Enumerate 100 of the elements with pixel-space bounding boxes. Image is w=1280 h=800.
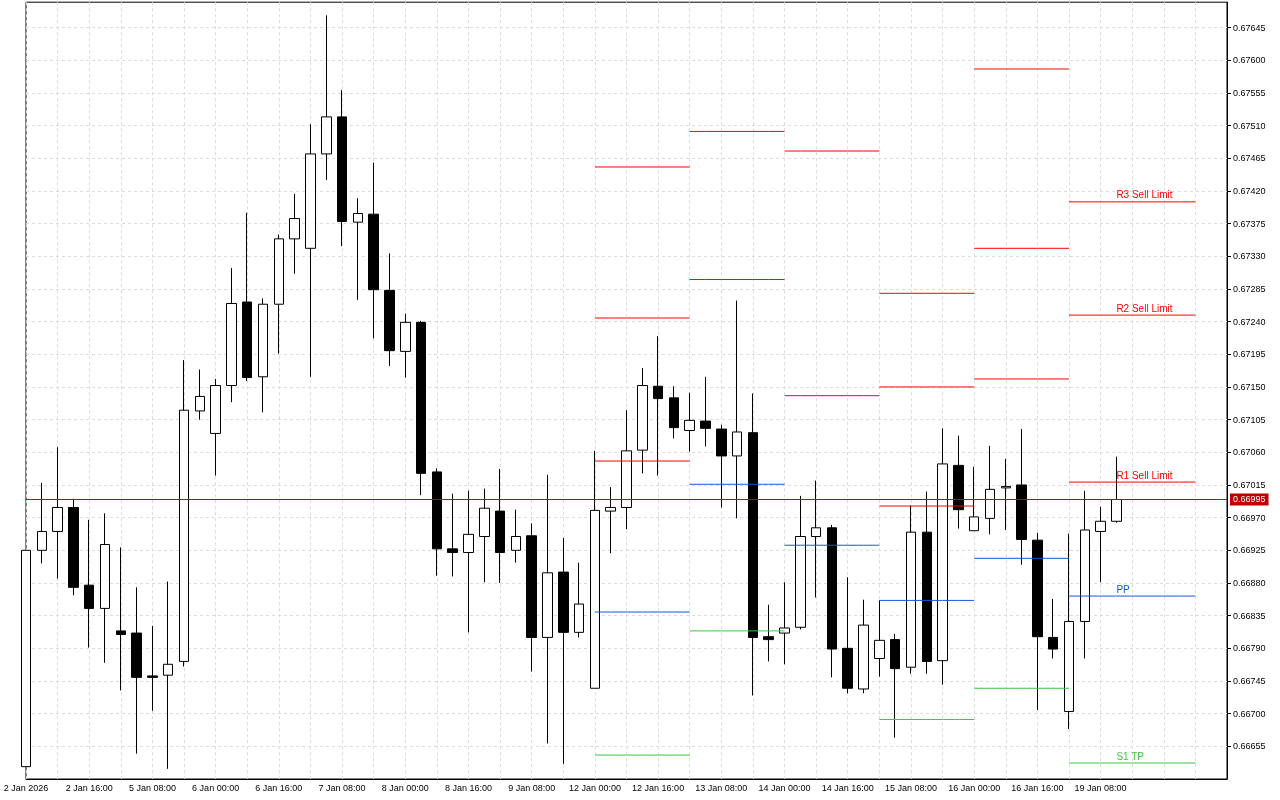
x-tick-label: 12 Jan 16:00 (632, 782, 685, 793)
x-tick-label: 14 Jan 16:00 (821, 782, 874, 793)
candlestick (416, 320, 426, 496)
candlestick (147, 625, 158, 712)
candlestick (163, 581, 173, 770)
y-tick-label: 0.67465 (1233, 153, 1266, 164)
candlestick (700, 376, 711, 447)
candlestick (574, 562, 584, 638)
x-tick-label: 8 Jan 16:00 (444, 782, 492, 793)
candlestick (353, 197, 363, 301)
candlestick (289, 193, 300, 275)
candlestick (52, 446, 63, 580)
y-tick-label: 0.67240 (1233, 316, 1266, 327)
candlestick (242, 212, 252, 382)
x-tick-label: 8 Jan 00:00 (381, 782, 429, 793)
candlestick (1016, 428, 1027, 566)
y-tick-label: 0.67555 (1233, 87, 1266, 98)
candlestick (84, 519, 94, 649)
candlestick (985, 445, 995, 535)
y-tick-label: 0.66655 (1233, 741, 1266, 752)
series-label: R1 Sell Limit (1116, 469, 1173, 481)
y-tick-label: 0.67060 (1233, 447, 1266, 458)
y-tick-label: 0.67150 (1233, 381, 1266, 392)
candlestick (953, 435, 964, 530)
x-tick-label: 2 Jan 16:00 (65, 782, 113, 793)
candlestick (274, 234, 284, 355)
y-tick-label: 0.66970 (1233, 512, 1266, 523)
candlestick (495, 468, 505, 584)
y-tick-label: 0.66790 (1233, 643, 1266, 654)
candlestick (795, 495, 806, 630)
y-tick-label: 0.66880 (1233, 577, 1266, 588)
candlestick (131, 586, 142, 755)
candlestick (779, 581, 790, 665)
candlestick (400, 313, 411, 379)
ref-line-label: 0.66995 (1233, 494, 1266, 505)
candlestick (716, 424, 727, 508)
y-tick-label: 0.66700 (1233, 708, 1266, 719)
candlestick (368, 162, 379, 339)
series-label: R2 Sell Limit (1116, 302, 1173, 314)
candlestick (210, 378, 221, 477)
candlestick (116, 546, 126, 691)
candlestick (906, 504, 916, 675)
y-tick-label: 0.67285 (1233, 283, 1266, 294)
candlestick (100, 512, 110, 664)
candlestick (763, 604, 774, 662)
candlestick (1001, 458, 1011, 531)
candlestick (1064, 533, 1074, 730)
candlestick (558, 537, 569, 765)
series-label: R3 Sell Limit (1116, 189, 1173, 201)
x-tick-label: 2 Jan 2026 (3, 782, 49, 793)
x-tick-label: 14 Jan 00:00 (758, 782, 811, 793)
x-tick-label: 9 Jan 08:00 (508, 782, 556, 793)
candlestick (827, 524, 837, 678)
candlestick (479, 488, 490, 583)
candlestick (511, 509, 521, 564)
candlestick (669, 385, 679, 440)
x-tick-label: 15 Jan 08:00 (884, 782, 937, 793)
candlestick (226, 267, 237, 403)
y-tick-label: 0.67105 (1233, 414, 1266, 425)
candlestick (732, 300, 742, 519)
x-tick-label: 7 Jan 08:00 (318, 782, 366, 793)
x-tick-label: 6 Jan 00:00 (192, 782, 240, 793)
x-tick-label: 6 Jan 16:00 (255, 782, 303, 793)
y-tick-label: 0.67330 (1233, 251, 1266, 262)
x-tick-label: 16 Jan 16:00 (1011, 782, 1064, 793)
candlestick (1048, 598, 1058, 659)
x-tick-label: 5 Jan 08:00 (128, 782, 176, 793)
x-tick-label: 12 Jan 00:00 (568, 782, 621, 793)
candlestick (874, 599, 885, 678)
candlestick (684, 392, 695, 453)
candlestick (858, 599, 869, 694)
series-label: PP (1116, 583, 1131, 595)
candlestick (321, 14, 332, 181)
candlestick (337, 89, 347, 247)
candlestick (305, 123, 316, 378)
y-tick-label: 0.67510 (1233, 120, 1266, 131)
y-tick-label: 0.66745 (1233, 675, 1266, 686)
candlestick (637, 367, 648, 474)
y-tick-label: 0.67375 (1233, 218, 1266, 229)
candlestick (542, 474, 553, 744)
y-tick-label: 0.66925 (1233, 545, 1266, 556)
y-tick-label: 0.67015 (1233, 479, 1266, 490)
x-tick-label: 13 Jan 08:00 (695, 782, 748, 793)
y-tick-label: 0.67195 (1233, 349, 1266, 360)
candlestick (526, 522, 537, 673)
series-label: S1 TP (1116, 750, 1145, 762)
candlestick (605, 486, 616, 554)
candlestick (37, 482, 47, 564)
x-tick-label: 16 Jan 00:00 (948, 782, 1001, 793)
y-tick-label: 0.67645 (1233, 22, 1266, 33)
candlestick (447, 493, 458, 577)
candlestick (842, 576, 853, 694)
y-tick-label: 0.66835 (1233, 610, 1266, 621)
candlestick (432, 467, 442, 577)
candlestick (195, 369, 205, 421)
candlestick (384, 252, 395, 367)
candlestick (258, 297, 268, 413)
y-tick-label: 0.67420 (1233, 185, 1266, 196)
candlestick (922, 491, 932, 675)
candlestick (890, 633, 900, 739)
